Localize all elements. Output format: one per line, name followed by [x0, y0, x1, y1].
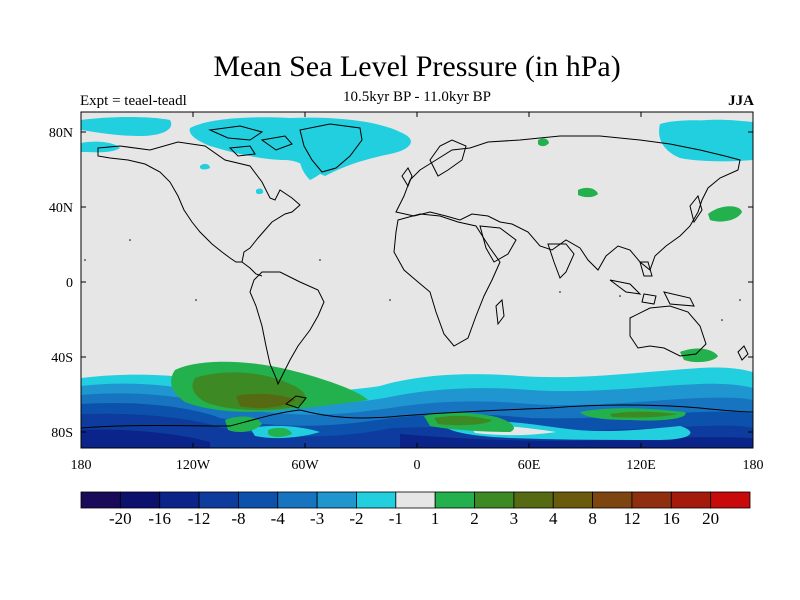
- colorbar: [80, 491, 751, 509]
- longitude-axis: [80, 112, 754, 448]
- colorbar-swatch: [592, 491, 633, 509]
- season-label: JJA: [728, 93, 754, 109]
- colorbar-label: 12: [623, 509, 640, 528]
- latitude-axis: [81, 131, 753, 433]
- colorbar-label: -20: [109, 509, 132, 528]
- colorbar-labels: -20 -16 -12 -8 -4 -3 -2 -1 1 2 3 4 8 12 16 20: [109, 509, 719, 528]
- colorbar-label: -4: [271, 509, 286, 528]
- colorbar-swatch: [198, 491, 239, 509]
- islands: [84, 239, 741, 321]
- lon-tick-60w: 60W: [291, 458, 319, 473]
- map-title: Mean Sea Level Pressure (in hPa): [213, 50, 621, 83]
- colorbar-label: -1: [389, 509, 403, 528]
- colorbar-label: 2: [470, 509, 479, 528]
- lon-tick-0: 0: [414, 458, 421, 473]
- lon-tick-60e: 60E: [518, 458, 541, 473]
- colorbar-label: -2: [349, 509, 363, 528]
- colorbar-swatch: [474, 491, 515, 509]
- colorbar-label: -16: [148, 509, 171, 528]
- colorbar-swatch: [631, 491, 672, 509]
- antarctic-positive-anomaly: [424, 138, 742, 432]
- coastlines: [81, 123, 753, 429]
- colorbar-swatch: [356, 491, 397, 509]
- colorbar-swatch: [159, 491, 200, 509]
- colorbar-swatch: [119, 491, 161, 509]
- lon-tick-120w: 120W: [176, 458, 211, 473]
- colorbar-label: 8: [588, 509, 597, 528]
- lon-tick-180w: 180: [71, 458, 92, 473]
- lat-tick-80n: 80N: [49, 126, 73, 141]
- arctic-negative-anomaly: [81, 117, 753, 195]
- lat-tick-0: 0: [66, 276, 73, 291]
- lon-tick-180e: 180: [743, 458, 764, 473]
- colorbar-swatch: [80, 491, 121, 509]
- colorbar-swatch: [395, 491, 436, 509]
- colorbar-label: 20: [702, 509, 719, 528]
- colorbar-label: 16: [663, 509, 680, 528]
- colorbar-swatch: [316, 491, 357, 509]
- lon-tick-120e: 120E: [626, 458, 656, 473]
- colorbar-label: -12: [188, 509, 211, 528]
- experiment-label: Expt = teael-teadl: [80, 93, 187, 109]
- colorbar-swatch: [277, 491, 318, 509]
- colorbar-swatch: [710, 491, 751, 509]
- lat-tick-80s: 80S: [51, 426, 73, 441]
- lat-tick-40s: 40S: [51, 351, 73, 366]
- map-subtitle: 10.5kyr BP - 11.0kyr BP: [342, 89, 492, 105]
- colorbar-swatch: [434, 491, 475, 509]
- colorbar-swatch: [670, 491, 712, 509]
- map-panel: [81, 112, 753, 448]
- colorbar-swatch: [513, 491, 554, 509]
- colorbar-label: -3: [310, 509, 324, 528]
- lat-tick-40n: 40N: [49, 201, 73, 216]
- colorbar-label: 3: [510, 509, 519, 528]
- colorbar-label: -8: [231, 509, 245, 528]
- colorbar-swatch: [552, 491, 593, 509]
- colorbar-label: 4: [549, 509, 558, 528]
- colorbar-swatch: [238, 491, 279, 509]
- colorbar-label: 1: [431, 509, 440, 528]
